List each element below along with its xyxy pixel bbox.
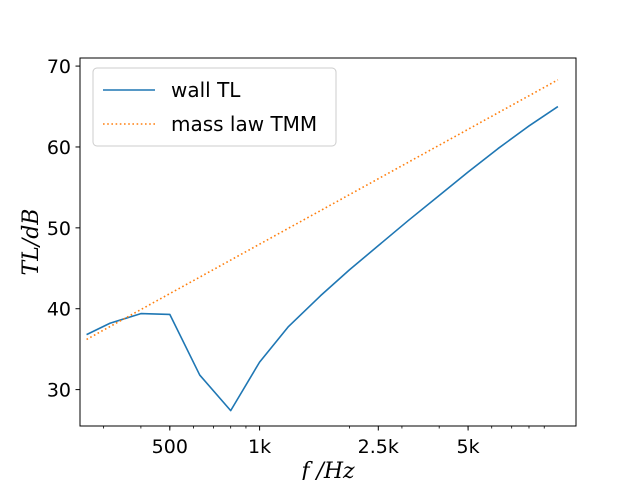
y-tick-label: 50 (47, 218, 71, 240)
x-axis-ticks: 500 1k 2.5k 5k (103, 426, 545, 458)
series-line-0 (86, 105, 559, 412)
y-tick-label: 60 (47, 137, 71, 159)
y-tick-label: 40 (47, 299, 71, 321)
x-axis-label: f /Hz (299, 459, 355, 480)
series-line-1 (86, 79, 559, 341)
legend-box (92, 67, 337, 147)
x-tick-label: 1k (248, 436, 271, 458)
x-tick-label: 2.5k (358, 436, 399, 458)
legend-label-mass-law: mass law TMM (171, 112, 317, 136)
legend-label-wall-tl: wall TL (171, 78, 241, 102)
y-axis-ticks: 30 40 50 60 70 (47, 56, 80, 402)
x-tick-label: 5k (457, 436, 480, 458)
legend: wall TL mass law TMM (92, 67, 337, 147)
y-tick-label: 30 (47, 380, 71, 402)
y-tick-label: 70 (47, 56, 71, 78)
series-layer (86, 79, 559, 412)
x-tick-label: 500 (152, 436, 188, 458)
y-axis-label: TL/dB (19, 209, 44, 276)
